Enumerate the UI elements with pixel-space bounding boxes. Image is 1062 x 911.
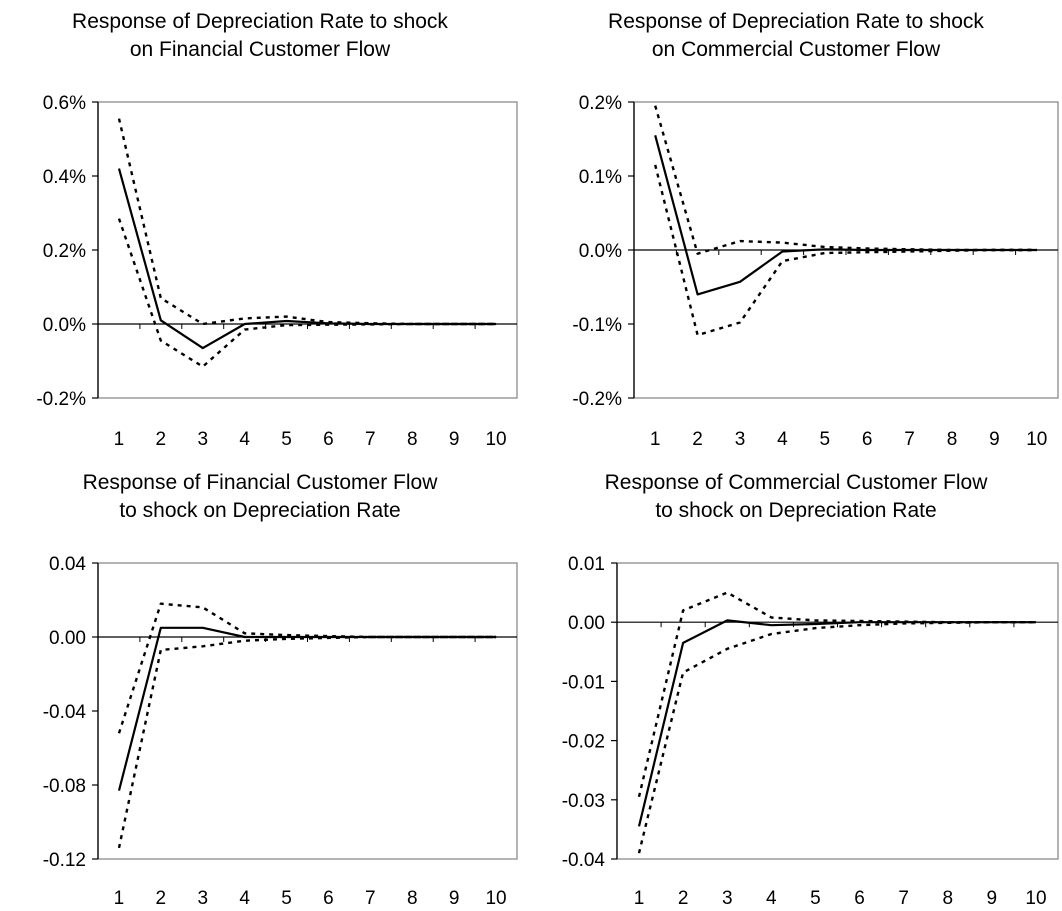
x-tick-label: 8	[947, 429, 958, 450]
y-tick-label: 0.6%	[43, 93, 86, 114]
x-tick-label: 1	[114, 429, 125, 450]
x-tick-label: 6	[323, 888, 334, 909]
chart-svg: -0.12 -0.08 -0.04 0.00 0.04 1 2 3 4 5 6 7 8 9 10	[43, 554, 518, 909]
x-tick-label: 8	[407, 429, 418, 450]
y-tick-label: -0.04	[562, 850, 606, 871]
x-tick-label: 7	[365, 888, 376, 909]
x-tick-label: 10	[1026, 429, 1047, 450]
x-tick-label: 5	[820, 429, 831, 450]
chart-title-line-2: on Commercial Customer Flow	[651, 38, 941, 61]
x-tick-label: 10	[485, 888, 506, 909]
chart-svg: -0.2% 0.0% 0.2% 0.4% 0.6% 1 2 3 4 5 6 7 8 9 10	[36, 93, 518, 450]
x-tick-label: 4	[766, 888, 777, 909]
y-tick-label: 0.2%	[579, 93, 622, 114]
x-tick-label: 10	[485, 429, 506, 450]
y-tick-label: -0.2%	[572, 389, 622, 410]
y-tick-label: -0.03	[562, 791, 605, 812]
upper-band-line	[117, 602, 497, 734]
chart-title-line-2: to shock on Depreciation Rate	[119, 499, 401, 522]
y-tick-label: -0.2%	[36, 389, 86, 410]
x-tick-label: 3	[735, 429, 746, 450]
y-tick-label: 0.0%	[579, 241, 622, 262]
upper-band-line	[117, 118, 497, 326]
chart-title-line-1: Response of Depreciation Rate to shock	[608, 10, 984, 33]
chart-svg: -0.2% -0.1% 0.0% 0.1% 0.2% 1 2 3 4 5 6 7 8 9 10	[572, 93, 1059, 450]
x-tick-label: 10	[1025, 888, 1046, 909]
plot-frame	[616, 562, 1059, 860]
x-tick-label: 7	[904, 429, 915, 450]
x-tick-label: 6	[862, 429, 873, 450]
y-tick-label: 0.1%	[579, 167, 622, 188]
y-tick-label: 0.0%	[43, 315, 86, 336]
chart-title-line-2: to shock on Depreciation Rate	[655, 499, 937, 522]
chart-title: Response of Commercial Customer Flow to …	[546, 469, 1046, 525]
y-tick-label: 0.04	[49, 554, 86, 575]
x-tick-label: 2	[678, 888, 689, 909]
x-tick-label: 2	[156, 888, 167, 909]
x-tick-label: 4	[777, 429, 788, 450]
x-tick-label: 9	[989, 429, 1000, 450]
chart-title: Response of Depreciation Rate to shock o…	[20, 8, 500, 64]
y-tick-label: 0.00	[568, 613, 605, 634]
y-tick-label: 0.01	[568, 554, 605, 575]
x-tick-label: 9	[449, 429, 460, 450]
y-tick-label: -0.08	[43, 776, 86, 797]
y-tick-label: 0.4%	[43, 167, 86, 188]
y-tick-label: -0.02	[562, 732, 605, 753]
x-tick-label: 1	[114, 888, 125, 909]
lower-band-line	[117, 218, 497, 368]
y-tick-label: -0.1%	[572, 315, 622, 336]
lower-band-line	[637, 621, 1036, 854]
x-tick-label: 6	[854, 888, 865, 909]
x-tick-label: 9	[449, 888, 460, 909]
y-tick-label: -0.04	[43, 702, 87, 723]
x-tick-label: 6	[323, 429, 334, 450]
x-tick-label: 3	[722, 888, 733, 909]
x-tick-label: 3	[197, 429, 208, 450]
x-tick-label: 1	[650, 429, 661, 450]
y-tick-label: 0.2%	[43, 241, 86, 262]
x-tick-label: 5	[281, 888, 292, 909]
chart-title: Response of Financial Customer Flow to s…	[20, 469, 500, 525]
chart-title: Response of Depreciation Rate to shock o…	[546, 8, 1046, 64]
x-tick-label: 2	[692, 429, 703, 450]
x-tick-label: 9	[987, 888, 998, 909]
x-tick-label: 4	[239, 888, 250, 909]
x-tick-label: 7	[365, 429, 376, 450]
x-tick-label: 2	[156, 429, 167, 450]
x-tick-label: 1	[634, 888, 645, 909]
chart-title-line-1: Response of Financial Customer Flow	[82, 471, 438, 494]
upper-band-line	[637, 591, 1036, 798]
chart-title-line-2: on Financial Customer Flow	[129, 38, 391, 61]
x-tick-label: 7	[898, 888, 909, 909]
y-tick-label: -0.12	[43, 850, 86, 871]
chart-title-line-1: Response of Commercial Customer Flow	[604, 471, 988, 494]
response-line	[637, 619, 1036, 827]
x-tick-label: 4	[239, 429, 250, 450]
x-tick-label: 3	[197, 888, 208, 909]
x-tick-label: 8	[407, 888, 418, 909]
response-line	[654, 135, 1037, 296]
x-tick-label: 5	[281, 429, 292, 450]
chart-title-line-1: Response of Depreciation Rate to shock	[72, 10, 448, 33]
x-tick-label: 8	[942, 888, 953, 909]
x-tick-label: 5	[810, 888, 821, 909]
y-tick-label: -0.01	[562, 672, 605, 693]
y-tick-label: 0.00	[49, 628, 86, 649]
